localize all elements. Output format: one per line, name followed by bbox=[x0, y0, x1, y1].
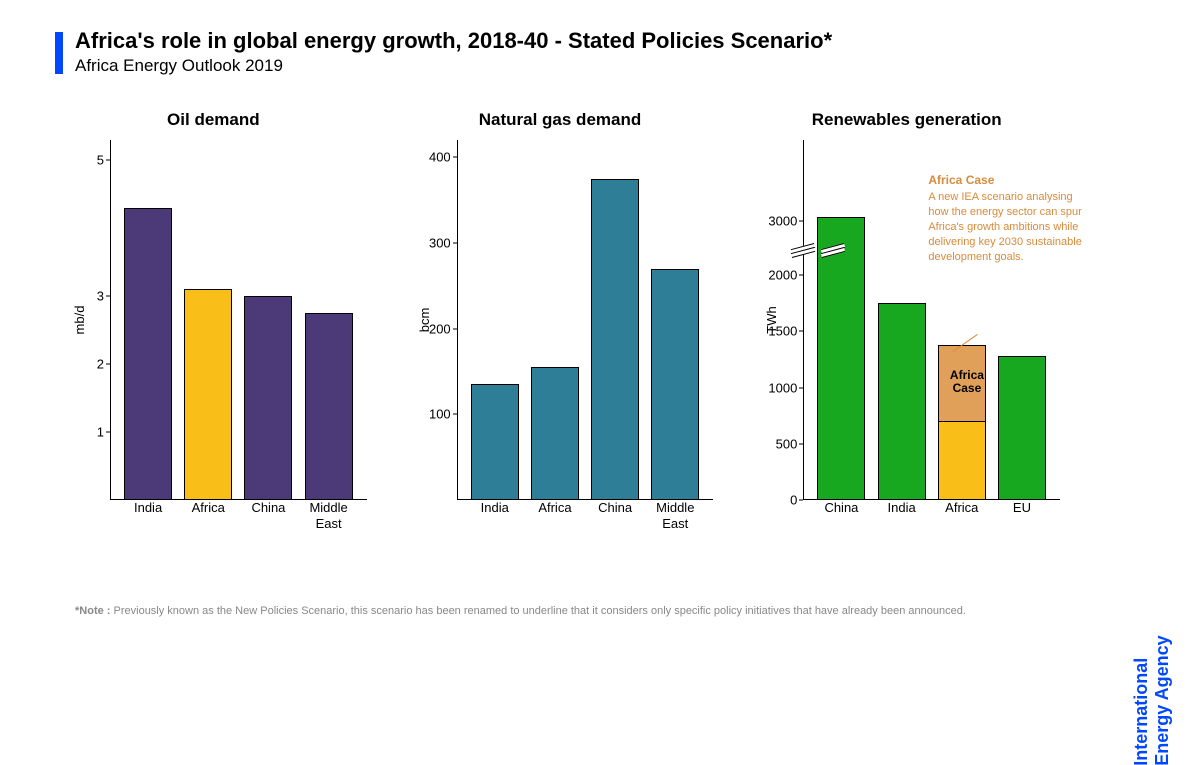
bar bbox=[531, 367, 579, 500]
y-tick-label: 300 bbox=[419, 235, 451, 250]
bar-segment bbox=[878, 303, 926, 500]
x-labels: ChinaIndiaAfricaEU bbox=[803, 500, 1060, 516]
x-tick-label: India bbox=[465, 500, 525, 531]
page-title: Africa's role in global energy growth, 2… bbox=[75, 28, 832, 54]
bar-segment bbox=[817, 217, 865, 500]
y-tick-label: 500 bbox=[765, 436, 797, 451]
chart-title: Oil demand bbox=[60, 110, 367, 130]
chart-gas: Natural gas demand bcm100200300400 India… bbox=[407, 110, 714, 560]
footnote-label: *Note : bbox=[75, 605, 110, 617]
bar-segment bbox=[938, 345, 986, 422]
annotation-text: A new IEA scenario analysing how the ene… bbox=[928, 190, 1093, 264]
page-subtitle: Africa Energy Outlook 2019 bbox=[75, 56, 283, 76]
x-labels: IndiaAfricaChinaMiddleEast bbox=[110, 500, 367, 531]
y-tick-label: 3000 bbox=[765, 214, 797, 229]
bar bbox=[244, 296, 292, 500]
x-labels: IndiaAfricaChinaMiddleEast bbox=[457, 500, 714, 531]
bar bbox=[471, 384, 519, 500]
x-tick-label: China bbox=[585, 500, 645, 531]
chart-oil: Oil demand mb/d1235 IndiaAfricaChinaMidd… bbox=[60, 110, 367, 560]
footnote-text: Previously known as the New Policies Sce… bbox=[110, 605, 965, 617]
y-tick-label: 0 bbox=[765, 493, 797, 508]
x-tick-label: MiddleEast bbox=[299, 500, 359, 531]
y-tick-label: 400 bbox=[419, 150, 451, 165]
chart-renewables: Renewables generation TWh050010001500200… bbox=[753, 110, 1060, 560]
y-tick-label: 1 bbox=[72, 425, 104, 440]
y-axis-label: mb/d bbox=[72, 306, 87, 335]
y-tick-label: 2 bbox=[72, 357, 104, 372]
x-tick-label: India bbox=[872, 500, 932, 516]
y-tick-label: 200 bbox=[419, 321, 451, 336]
brand-logo: International Energy Agency bbox=[1131, 635, 1172, 765]
x-tick-label: India bbox=[118, 500, 178, 531]
bar bbox=[184, 289, 232, 500]
bar-segment bbox=[998, 356, 1046, 500]
africa-case-annotation: Africa Case A new IEA scenario analysing… bbox=[928, 172, 1093, 264]
x-tick-label: Africa bbox=[932, 500, 992, 516]
y-tick-label: 3 bbox=[72, 289, 104, 304]
chart-title: Natural gas demand bbox=[407, 110, 714, 130]
x-tick-label: EU bbox=[992, 500, 1052, 516]
annotation-title: Africa Case bbox=[928, 172, 1093, 188]
bar bbox=[651, 269, 699, 500]
plot-area: bcm100200300400 bbox=[457, 140, 714, 500]
y-tick-label: 5 bbox=[72, 153, 104, 168]
x-tick-label: Africa bbox=[178, 500, 238, 531]
x-tick-label: China bbox=[238, 500, 298, 531]
bar bbox=[124, 208, 172, 500]
plot-area: mb/d1235 bbox=[110, 140, 367, 500]
bar-segment bbox=[938, 421, 986, 500]
bar bbox=[591, 179, 639, 500]
charts-row: Oil demand mb/d1235 IndiaAfricaChinaMidd… bbox=[60, 110, 1060, 560]
chart-title: Renewables generation bbox=[753, 110, 1060, 130]
y-tick-label: 1500 bbox=[765, 324, 797, 339]
x-tick-label: China bbox=[811, 500, 871, 516]
accent-bar bbox=[55, 32, 63, 74]
y-tick-label: 100 bbox=[419, 407, 451, 422]
y-tick-label: 1000 bbox=[765, 380, 797, 395]
brand-line1: International bbox=[1131, 657, 1151, 765]
footnote: *Note : Previously known as the New Poli… bbox=[75, 605, 966, 617]
x-tick-label: Africa bbox=[525, 500, 585, 531]
brand-line2: Energy Agency bbox=[1151, 635, 1171, 765]
bar bbox=[305, 313, 353, 500]
y-tick-label: 2000 bbox=[765, 268, 797, 283]
x-tick-label: MiddleEast bbox=[645, 500, 705, 531]
